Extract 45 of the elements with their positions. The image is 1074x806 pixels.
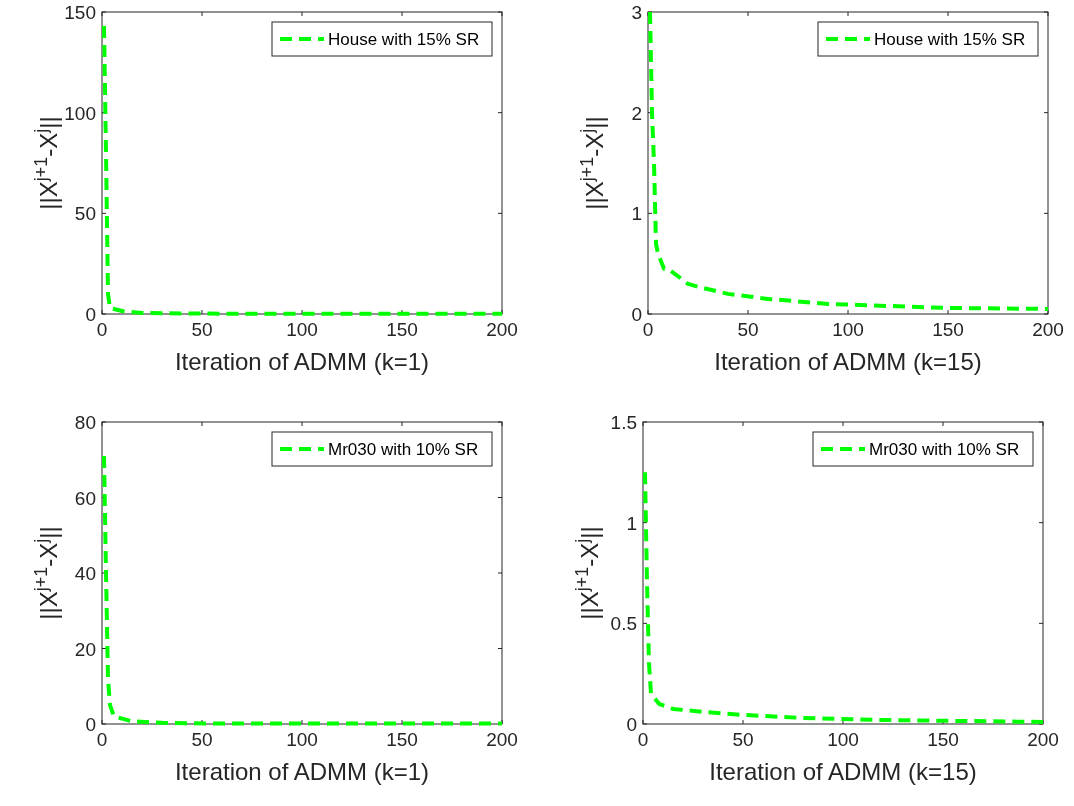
x-tick-label: 150 [386, 729, 418, 750]
y-tick-label: 0 [626, 714, 637, 735]
y-tick-label: 0 [85, 714, 96, 735]
x-tick-label: 150 [386, 319, 418, 340]
line-series [648, 10, 1050, 311]
legend-label: Mr030 with 10% SR [328, 440, 479, 459]
y-tick-label: 40 [74, 563, 96, 584]
x-tick-label: 100 [286, 729, 318, 750]
legend-label: House with 15% SR [874, 30, 1026, 49]
x-tick-label: 50 [732, 729, 754, 750]
x-tick-label: 150 [927, 729, 959, 750]
line-series [102, 453, 504, 726]
y-tick-label: 0.5 [610, 613, 637, 635]
y-tick-label: 60 [74, 487, 96, 509]
x-axis-title: Iteration of ADMM (k=1) [174, 348, 430, 375]
x-tick-label: 50 [191, 729, 213, 750]
x-tick-label: 100 [827, 729, 859, 750]
y-tick-label: 0 [85, 304, 96, 325]
legend-label: Mr030 with 10% SR [869, 440, 1020, 459]
line-series [102, 24, 504, 316]
y-tick-label: 1 [626, 512, 637, 534]
x-tick-label: 100 [286, 319, 318, 340]
y-tick-label: 100 [64, 102, 96, 124]
x-axis-title: Iteration of ADMM (k=15) [709, 758, 977, 785]
y-tick-label: 50 [74, 203, 96, 225]
x-tick-label: 200 [486, 319, 518, 340]
x-axis-title: Iteration of ADMM (k=1) [174, 758, 430, 785]
y-tick-label: 2 [631, 102, 642, 124]
x-tick-label: 200 [1032, 319, 1064, 340]
x-axis-title: Iteration of ADMM (k=15) [714, 348, 982, 375]
y-tick-label: 80 [74, 412, 96, 433]
y-tick-label: 1 [631, 203, 642, 225]
x-tick-label: 50 [737, 319, 759, 340]
y-tick-label: 20 [74, 638, 96, 660]
x-tick-label: 100 [832, 319, 864, 340]
y-tick-label: 3 [631, 2, 642, 23]
line-series [643, 470, 1045, 724]
x-tick-label: 50 [191, 319, 213, 340]
x-tick-label: 200 [1027, 729, 1059, 750]
y-tick-label: 1.5 [610, 412, 637, 433]
x-tick-label: 150 [932, 319, 964, 340]
x-tick-label: 200 [486, 729, 518, 750]
y-tick-label: 0 [631, 304, 642, 325]
y-tick-label: 150 [64, 2, 96, 23]
legend-label: House with 15% SR [328, 30, 480, 49]
